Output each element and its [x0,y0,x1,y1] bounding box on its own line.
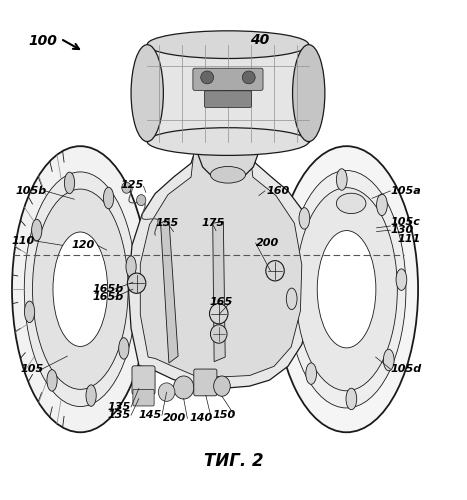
FancyBboxPatch shape [132,366,155,394]
Ellipse shape [383,350,394,371]
Text: 140: 140 [189,414,212,424]
Ellipse shape [242,71,255,84]
Ellipse shape [211,325,227,343]
Text: 165b: 165b [93,292,124,302]
Ellipse shape [126,256,136,278]
Ellipse shape [346,388,357,409]
FancyBboxPatch shape [194,369,217,396]
Ellipse shape [396,269,407,290]
Ellipse shape [136,194,146,205]
Ellipse shape [376,194,387,216]
Ellipse shape [24,301,35,322]
Polygon shape [80,220,347,358]
Text: 111: 111 [397,234,421,244]
Text: 200: 200 [255,238,279,248]
Ellipse shape [317,230,376,348]
Polygon shape [193,142,262,175]
Text: 105b: 105b [16,186,47,196]
Ellipse shape [147,128,309,156]
Ellipse shape [24,172,136,406]
Ellipse shape [53,232,107,346]
Ellipse shape [158,383,175,402]
Ellipse shape [292,44,325,142]
Ellipse shape [119,338,129,359]
Text: 125: 125 [120,180,144,190]
Ellipse shape [32,220,42,240]
Text: 105d: 105d [390,364,422,374]
Ellipse shape [147,31,309,58]
Text: 155: 155 [155,218,178,228]
Text: 40: 40 [250,33,269,47]
Ellipse shape [47,370,57,391]
FancyBboxPatch shape [205,91,252,108]
Ellipse shape [211,166,246,183]
Text: 200: 200 [163,414,187,424]
FancyBboxPatch shape [193,68,263,90]
Text: 130: 130 [390,225,414,235]
Polygon shape [213,222,225,362]
Ellipse shape [12,146,149,432]
Ellipse shape [336,169,347,190]
Ellipse shape [64,172,75,194]
Text: ΤИГ. 2: ΤИГ. 2 [204,452,263,470]
Ellipse shape [275,146,418,432]
FancyBboxPatch shape [133,390,154,406]
Text: 165: 165 [209,296,232,306]
Ellipse shape [201,71,214,84]
Ellipse shape [33,189,128,390]
Ellipse shape [296,188,397,391]
Text: 160: 160 [267,186,290,196]
Text: 150: 150 [213,410,236,420]
Text: 175: 175 [201,218,225,228]
Text: 110: 110 [11,236,35,246]
Text: 135: 135 [107,402,130,412]
Text: 135: 135 [107,410,130,420]
Ellipse shape [86,385,96,406]
Polygon shape [128,134,313,388]
Text: 165b: 165b [93,284,124,294]
Ellipse shape [286,288,297,310]
Polygon shape [161,218,178,363]
Ellipse shape [122,182,131,193]
Ellipse shape [299,208,310,229]
Polygon shape [147,44,309,142]
Ellipse shape [174,376,194,399]
Ellipse shape [306,363,317,384]
Text: 120: 120 [71,240,94,250]
Ellipse shape [287,170,406,408]
Ellipse shape [214,376,230,396]
Text: 145: 145 [139,410,162,420]
Ellipse shape [104,188,113,209]
Polygon shape [140,148,302,377]
Ellipse shape [131,44,163,142]
Text: 105c: 105c [390,218,420,228]
Ellipse shape [336,193,366,214]
Ellipse shape [127,273,146,293]
Text: 105: 105 [20,364,43,374]
Text: 105a: 105a [390,186,421,196]
Text: 100: 100 [28,34,57,48]
Ellipse shape [266,260,284,281]
Ellipse shape [210,304,228,324]
